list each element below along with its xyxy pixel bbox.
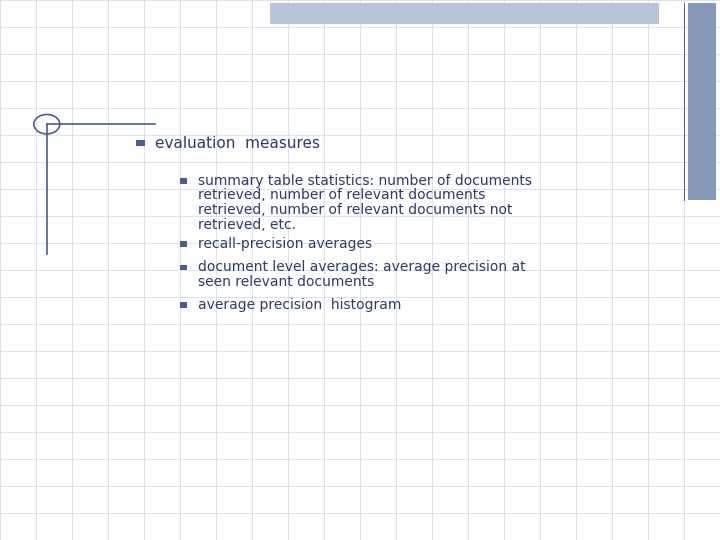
Text: summary table statistics: number of documents: summary table statistics: number of docu…: [198, 174, 532, 188]
Bar: [688, 3, 716, 200]
Text: retrieved, etc.: retrieved, etc.: [198, 218, 296, 232]
Text: average precision  histogram: average precision histogram: [198, 298, 401, 312]
Text: document level averages: average precision at: document level averages: average precisi…: [198, 260, 526, 274]
Bar: [180, 241, 187, 247]
Bar: [136, 140, 145, 146]
Bar: [270, 3, 659, 24]
Text: seen relevant documents: seen relevant documents: [198, 275, 374, 289]
Text: retrieved, number of relevant documents: retrieved, number of relevant documents: [198, 188, 485, 202]
Text: recall-precision averages: recall-precision averages: [198, 237, 372, 251]
Text: evaluation  measures: evaluation measures: [155, 136, 320, 151]
Bar: [180, 265, 187, 270]
Bar: [180, 178, 187, 184]
Bar: [180, 302, 187, 308]
Text: retrieved, number of relevant documents not: retrieved, number of relevant documents …: [198, 203, 513, 217]
